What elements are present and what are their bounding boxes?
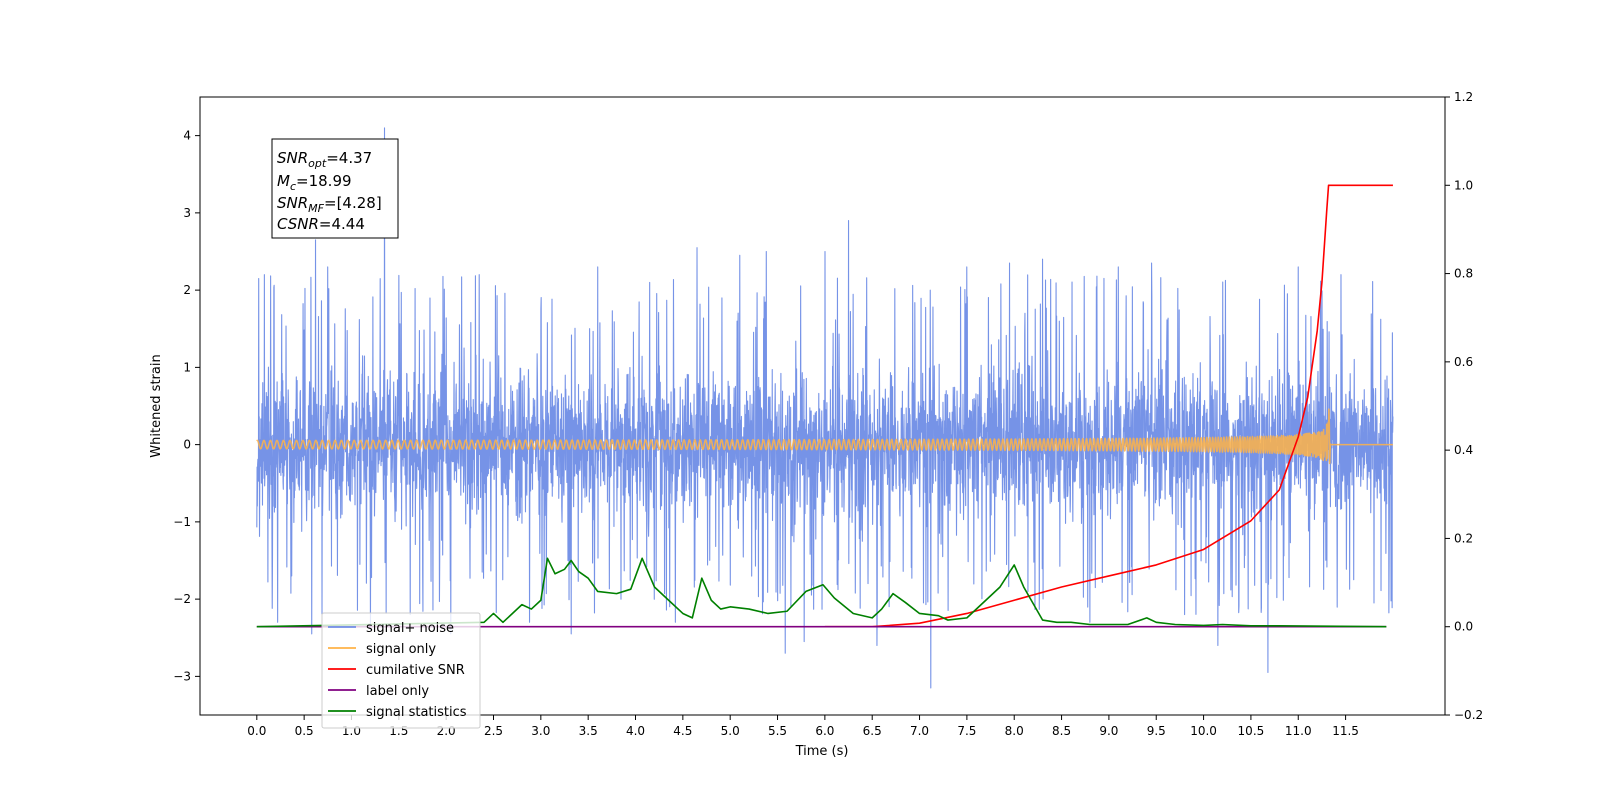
- x-tick-label: 11.0: [1285, 724, 1312, 738]
- x-tick-label: 5.5: [768, 724, 787, 738]
- y-tick-label: 0: [183, 438, 191, 452]
- y-tick-label: −1: [173, 515, 191, 529]
- x-tick-label: 5.0: [721, 724, 740, 738]
- x-tick-label: 8.0: [1005, 724, 1024, 738]
- x-tick-label: 11.5: [1332, 724, 1359, 738]
- x-tick-label: 9.5: [1147, 724, 1166, 738]
- x-tick-label: 8.5: [1052, 724, 1071, 738]
- legend-label-cumilative-snr: cumilative SNR: [366, 663, 465, 678]
- legend-label-label-only: label only: [366, 684, 429, 699]
- annotation-mc: Mc=18.99: [277, 172, 352, 193]
- series-line-cumilative-snr: [824, 184, 1393, 628]
- y-tick-label: −3: [173, 669, 191, 683]
- y-tick-label: 4: [183, 129, 191, 143]
- y2-tick-label: 1.2: [1454, 90, 1473, 104]
- annotation-box: SNRopt=4.37 Mc=18.99 SNRMF=[4.28] CSNR=4…: [271, 138, 399, 239]
- y2-tick-label: −0.2: [1454, 708, 1483, 722]
- x-tick-label: 3.5: [579, 724, 598, 738]
- y-axis-label: Whitened strain: [149, 354, 164, 457]
- x-tick-label: 7.5: [957, 724, 976, 738]
- y2-tick-label: 0.6: [1454, 355, 1473, 369]
- series-line-signal-noise: [256, 127, 1394, 689]
- x-tick-label: 6.0: [815, 724, 834, 738]
- y2-tick-label: 0.2: [1454, 531, 1473, 545]
- legend-label-signal-statistics: signal statistics: [366, 705, 467, 720]
- y2-tick-label: 0.4: [1454, 443, 1473, 457]
- y-tick-label: 1: [183, 360, 191, 374]
- legend: signal+ noise signal only cumilative SNR la…: [321, 612, 481, 729]
- x-tick-label: 7.0: [910, 724, 929, 738]
- x-tick-label: 3.0: [531, 724, 550, 738]
- legend-frame: [321, 612, 481, 729]
- x-tick-label: 6.5: [863, 724, 882, 738]
- y-tick-label: 2: [183, 283, 191, 297]
- legend-label-signal-only: signal only: [366, 642, 436, 657]
- annotation-snr-opt: SNRopt=4.37: [277, 149, 372, 170]
- y-axis-ticks: 4 3 2 1 0 −1 −2 −3: [173, 129, 200, 683]
- series-line-signal-only: [256, 408, 1394, 465]
- x-tick-label: 0.5: [295, 724, 314, 738]
- annotation-snr-mf: SNRMF=[4.28]: [277, 194, 382, 215]
- annotation-frame: [271, 138, 399, 239]
- y-tick-label: 3: [183, 206, 191, 220]
- y2-axis-ticks: 1.2 1.0 0.8 0.6 0.4 0.2 0.0 −0.2: [1445, 90, 1483, 722]
- x-tick-label: 9.0: [1099, 724, 1118, 738]
- y2-tick-label: 0.8: [1454, 267, 1473, 281]
- plot-frame: [199, 96, 1446, 716]
- x-tick-label: 0.0: [247, 724, 266, 738]
- annotation-csnr: CSNR=4.44: [277, 215, 365, 233]
- x-tick-label: 10.5: [1238, 724, 1265, 738]
- y2-tick-label: 0.0: [1454, 620, 1473, 634]
- x-tick-label: 2.5: [484, 724, 503, 738]
- x-tick-label: 4.5: [673, 724, 692, 738]
- y-tick-label: −2: [173, 592, 191, 606]
- series-line-signal-statistics: [256, 557, 1387, 628]
- x-tick-label: 10.0: [1190, 724, 1217, 738]
- x-axis-label: Time (s): [795, 744, 849, 759]
- legend-label-signal-noise: signal+ noise: [366, 621, 454, 636]
- x-tick-label: 4.0: [626, 724, 645, 738]
- x-axis-ticks: 0.0 0.5 1.0 1.5 2.0 2.5 3.0 3.5 4.0 4.5 5.0 5.5 6.0 6…: [247, 715, 1359, 738]
- y2-tick-label: 1.0: [1454, 178, 1473, 192]
